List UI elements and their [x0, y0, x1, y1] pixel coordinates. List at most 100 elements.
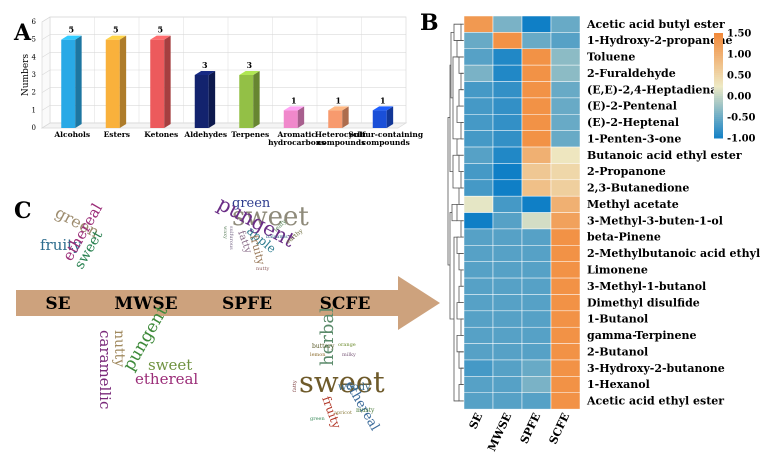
heatmap-row-label: Butanoic acid ethyl ester: [587, 149, 742, 162]
heatmap-row-label: 3-Hydroxy-2-butanone: [587, 362, 725, 375]
heatmap-cell: [550, 277, 581, 295]
cloud-word: lemon: [310, 352, 326, 358]
heatmap-cell: [463, 326, 494, 344]
bar-chart-floor: [40, 122, 408, 129]
heatmap-cell: [492, 261, 523, 279]
heatmap-cell: [463, 81, 494, 99]
colorbar-tick-label: 1.00: [727, 50, 751, 61]
cloud-word: orange: [338, 342, 356, 348]
heatmap-cell: [521, 15, 552, 33]
dendrogram-branch: [460, 367, 464, 385]
heatmap-row-label: Acetic acid ethyl ester: [586, 395, 724, 408]
heatmap-cell: [521, 277, 552, 295]
colorbar-segment: [714, 110, 723, 114]
bar-side-face: [342, 106, 349, 128]
bar-top-face: [328, 106, 349, 111]
heatmap-cell: [521, 146, 552, 164]
panel-label-a: A: [13, 20, 32, 46]
heatmap-cell: [550, 130, 581, 148]
heatmap-cell: [521, 343, 552, 361]
bar-chart-y-tick-label: 4: [32, 53, 37, 61]
bar-side-face: [253, 71, 260, 128]
word-cloud-spfe: sweet green pungent apple fatty fruity w…: [214, 191, 310, 272]
heatmap-row-label: 2-Butanol: [587, 345, 648, 358]
bar-top-face: [372, 106, 394, 111]
colorbar-tick-label: -1.00: [727, 134, 756, 145]
colorbar-tick-label: -0.50: [727, 113, 756, 124]
heatmap-cell: [521, 163, 552, 181]
bar-category-label: compounds: [362, 138, 410, 147]
dendrogram-branch: [453, 23, 461, 41]
heatmap-cell: [492, 326, 523, 344]
colorbar-segment: [714, 112, 723, 116]
colorbar-segment: [714, 35, 723, 38]
bar-category-label: Sulfur-containing: [348, 130, 423, 139]
bar-top-face: [150, 35, 171, 40]
bar-aldehydes: 3 Aldehydes: [183, 60, 227, 139]
cloud-word: nutty: [111, 330, 127, 367]
heatmap-cell: [463, 179, 494, 197]
heatmap-cell: [521, 245, 552, 262]
heatmap-cell: [521, 212, 552, 230]
heatmap-cell: [521, 326, 552, 344]
bar-chart-grid: [40, 16, 408, 129]
colorbar-segment: [714, 66, 723, 70]
bar-category-label: Terpenes: [231, 130, 269, 139]
heatmap-column-label: SE: [467, 411, 486, 431]
heatmap-cell: [550, 97, 581, 115]
cloud-word: sweet: [232, 202, 309, 232]
heatmap-cell: [492, 32, 523, 50]
heatmap-cell: [492, 294, 523, 312]
word-cloud-panel-c: SE MWSE SPFE SCFE green fruity ethereal …: [16, 191, 440, 433]
heatmap-cell: [521, 310, 552, 328]
heatmap-row-label: 2-Methylbutanoic acid ethyl ester: [587, 247, 762, 260]
heatmap-cell: [463, 32, 494, 50]
heatmap-cell: [492, 392, 523, 410]
heatmap-cell: [492, 359, 523, 377]
cloud-word: herbal: [317, 307, 338, 366]
colorbar-segment: [714, 123, 723, 126]
bar-value-label: 5: [157, 25, 163, 35]
bar-chart-panel-a: 0 1 2 3 4 5 6 Numbers 5 Alcohols 5 Esters 5 Ketones…: [21, 16, 424, 147]
cloud-word: musty: [356, 407, 375, 414]
bar-front-face: [105, 39, 120, 128]
heatmap-cell: [550, 32, 581, 50]
heatmap-cell: [492, 15, 523, 33]
cloud-word: green: [310, 416, 326, 422]
bar-category-label: Aldehydes: [183, 130, 227, 139]
heatmap-cell: [463, 212, 494, 230]
panel-label-c: C: [14, 198, 32, 224]
colorbar-segment: [714, 106, 723, 110]
bar-category-label: Heterocyclic: [315, 130, 368, 139]
heatmap-cell: [521, 261, 552, 279]
bar-chart-bars: 5 Alcohols 5 Esters 5 Ketones 3 Aldehydes 3 Terpe…: [53, 25, 423, 147]
colorbar-segment: [714, 43, 723, 47]
bar-chart-grid-line: [41, 34, 51, 40]
colorbar-segment: [714, 37, 723, 40]
heatmap-cell: [550, 359, 581, 377]
cloud-word: fatty: [292, 380, 298, 392]
heatmap-row-label: 2,3-Butanedione: [587, 182, 689, 195]
word-cloud-scfe: sweet herbal ethereal fruity woody butte…: [292, 307, 385, 434]
heatmap-dendrogram: [447, 23, 464, 402]
bar-side-face: [386, 106, 394, 128]
colorbar-tick-label: 0.50: [727, 71, 751, 82]
heatmap-cell: [550, 294, 581, 312]
colorbar-segment: [714, 127, 723, 131]
process-arrow: [16, 276, 440, 330]
heatmap-row-label: 3-Methyl-3-buten-1-ol: [587, 214, 723, 227]
heatmap-cell: [550, 81, 581, 99]
colorbar-segment: [714, 91, 723, 95]
heatmap-cell: [521, 97, 552, 115]
colorbar-segment: [714, 108, 723, 112]
heatmap-cell: [521, 376, 552, 393]
bar-value-label: 3: [202, 60, 208, 70]
heatmap-cell: [521, 114, 552, 131]
colorbar-segment: [714, 68, 723, 72]
heatmap-cell: [492, 97, 523, 115]
colorbar-segment: [714, 104, 723, 107]
heatmap-cells: [463, 15, 581, 410]
bar-chart-y-tick-label: 1: [32, 106, 36, 114]
